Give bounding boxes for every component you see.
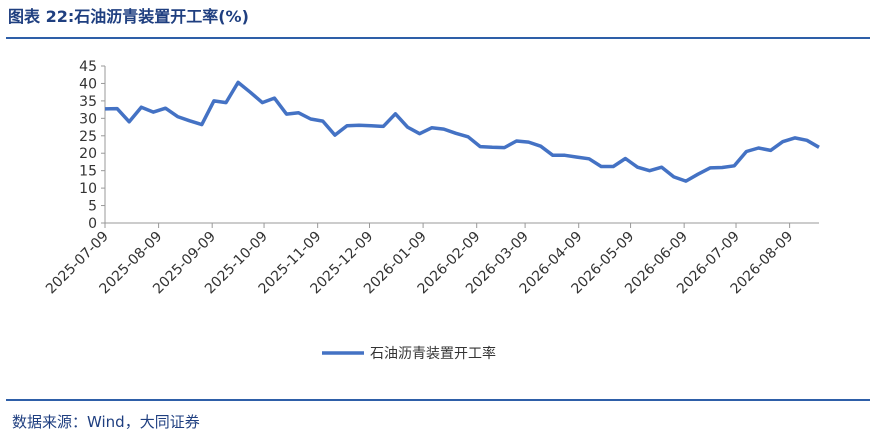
- chart-title: 图表 22:石油沥青装置开工率(%): [8, 7, 249, 26]
- y-tick-label: 5: [88, 199, 97, 215]
- y-tick-label: 15: [79, 164, 97, 180]
- y-tick-label: 35: [79, 94, 97, 110]
- y-tick-label: 0: [88, 216, 97, 232]
- line-series: [104, 80, 820, 183]
- y-tick-label: 40: [79, 76, 97, 92]
- y-tick-label: 45: [79, 59, 97, 75]
- y-tick-label: 20: [79, 146, 97, 162]
- y-tick-label: 30: [79, 111, 97, 127]
- y-tick-label: 25: [79, 129, 97, 145]
- source: 数据来源：Wind，大同证券: [12, 413, 200, 431]
- y-tick-label: 10: [79, 181, 97, 197]
- legend-label: 石油沥青装置开工率: [370, 345, 496, 362]
